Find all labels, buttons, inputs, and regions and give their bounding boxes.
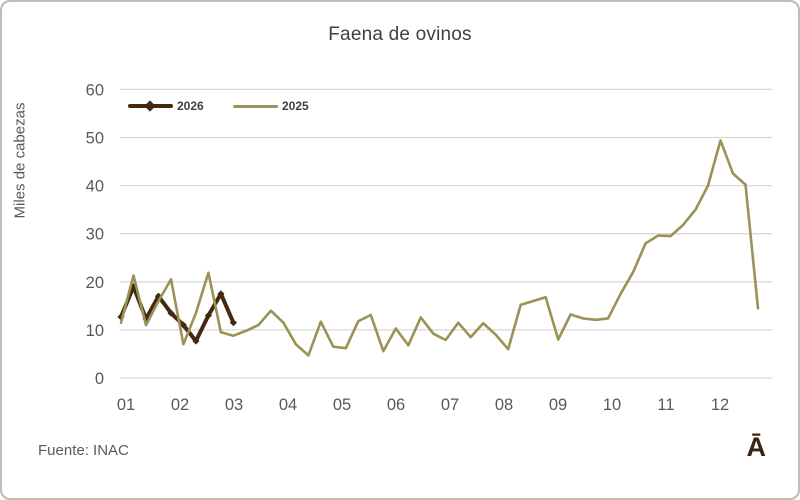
x-tick-label: 01 — [117, 396, 135, 414]
legend-line-2025-swatch — [233, 104, 278, 108]
diamond-marker — [142, 315, 150, 323]
y-tick-label: 30 — [86, 226, 104, 244]
diamond-marker — [167, 309, 175, 317]
y-tick-label: 40 — [86, 178, 104, 196]
legend-item-2026: 2026 — [128, 99, 204, 113]
legend-label-2026: 2026 — [177, 99, 204, 113]
x-tick-label: 03 — [225, 396, 243, 414]
x-tick-label: 07 — [441, 396, 459, 414]
x-tick-label: 06 — [387, 396, 405, 414]
diamond-marker — [229, 319, 238, 327]
diamond-marker — [217, 290, 225, 298]
diamond-marker — [179, 321, 188, 329]
y-tick-label: 50 — [86, 130, 104, 148]
x-tick-label: 04 — [279, 396, 297, 414]
x-tick-label: 02 — [171, 396, 189, 414]
x-tick-label: 05 — [333, 396, 351, 414]
chart-title: Faena de ovinos — [328, 24, 472, 45]
diamond-marker — [192, 337, 200, 345]
x-tick-label: 08 — [495, 396, 513, 414]
x-tick-label: 10 — [603, 396, 621, 414]
diamond-marker — [117, 313, 125, 321]
y-tick-label: 0 — [95, 370, 104, 388]
x-tick-label: 12 — [711, 396, 729, 414]
y-tick-label: 20 — [86, 274, 104, 292]
diamond-marker — [204, 311, 213, 320]
legend-line-2026-swatch — [128, 100, 173, 112]
y-tick-label: 10 — [86, 322, 104, 340]
legend-item-2025: 2025 — [233, 99, 309, 113]
y-tick-label: 60 — [86, 81, 104, 99]
logo-glyph: Ā — [746, 432, 767, 462]
legend-label-2025: 2025 — [282, 99, 309, 113]
diamond-marker-icon — [144, 100, 156, 112]
source-note: Fuente: INAC — [38, 442, 129, 459]
x-tick-label: 11 — [657, 396, 674, 414]
series-line-2025 — [119, 139, 760, 357]
x-tick-label: 09 — [549, 396, 567, 414]
